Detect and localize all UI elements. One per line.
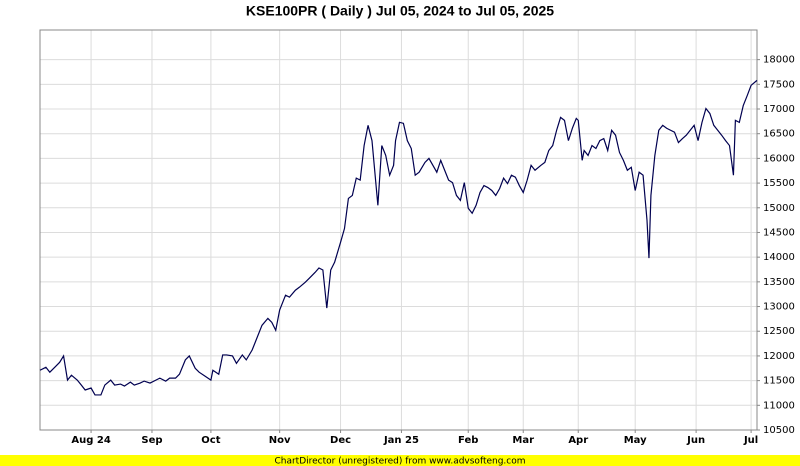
x-tick-label: Feb [458, 435, 478, 446]
price-line [39, 79, 758, 396]
y-tick-label: 17000 [763, 104, 795, 115]
x-tick-label: Dec [330, 435, 351, 446]
x-tick-label: Nov [269, 435, 291, 446]
grid [40, 30, 757, 431]
y-tick-label: 18000 [763, 55, 795, 66]
x-tick-label: Jan 25 [383, 435, 419, 446]
x-tick-label: Aug 24 [71, 435, 110, 446]
x-tick-label: Mar [512, 435, 534, 446]
x-tick-label: Sep [141, 435, 162, 446]
y-tick-label: 14000 [763, 252, 795, 263]
x-tick-label: May [624, 435, 647, 446]
y-tick-label: 12000 [763, 351, 795, 362]
x-tick-label: Jul [743, 435, 758, 446]
y-tick-label: 15000 [763, 203, 795, 214]
footer-text: ChartDirector (unregistered) from www.ad… [274, 457, 525, 466]
y-tick-label: 10500 [763, 425, 795, 436]
footer-bar [0, 455, 800, 466]
y-tick-label: 15500 [763, 178, 795, 189]
y-tick-label: 13000 [763, 302, 795, 313]
y-tick-label: 12500 [763, 326, 795, 337]
x-tick-label: Jun [686, 435, 705, 446]
plot-frame [39, 29, 758, 431]
y-tick-label: 13500 [763, 277, 795, 288]
x-tick-label: Apr [568, 435, 588, 446]
chart-title: KSE100PR ( Daily ) Jul 05, 2024 to Jul 0… [246, 3, 554, 19]
x-tick-label: Oct [201, 435, 220, 446]
y-tick-label: 11500 [763, 376, 795, 387]
y-tick-label: 16500 [763, 129, 795, 140]
y-tick-label: 14500 [763, 227, 795, 238]
y-tick-label: 16000 [763, 153, 795, 164]
y-tick-label: 11000 [763, 400, 795, 411]
y-tick-label: 17500 [763, 79, 795, 90]
